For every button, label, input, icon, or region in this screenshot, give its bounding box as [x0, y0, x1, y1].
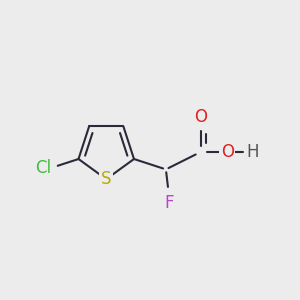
- Text: S: S: [101, 170, 112, 188]
- Text: Cl: Cl: [34, 159, 51, 177]
- Text: O: O: [220, 143, 234, 161]
- Text: O: O: [194, 108, 207, 126]
- Text: H: H: [246, 143, 259, 161]
- Text: F: F: [164, 194, 174, 212]
